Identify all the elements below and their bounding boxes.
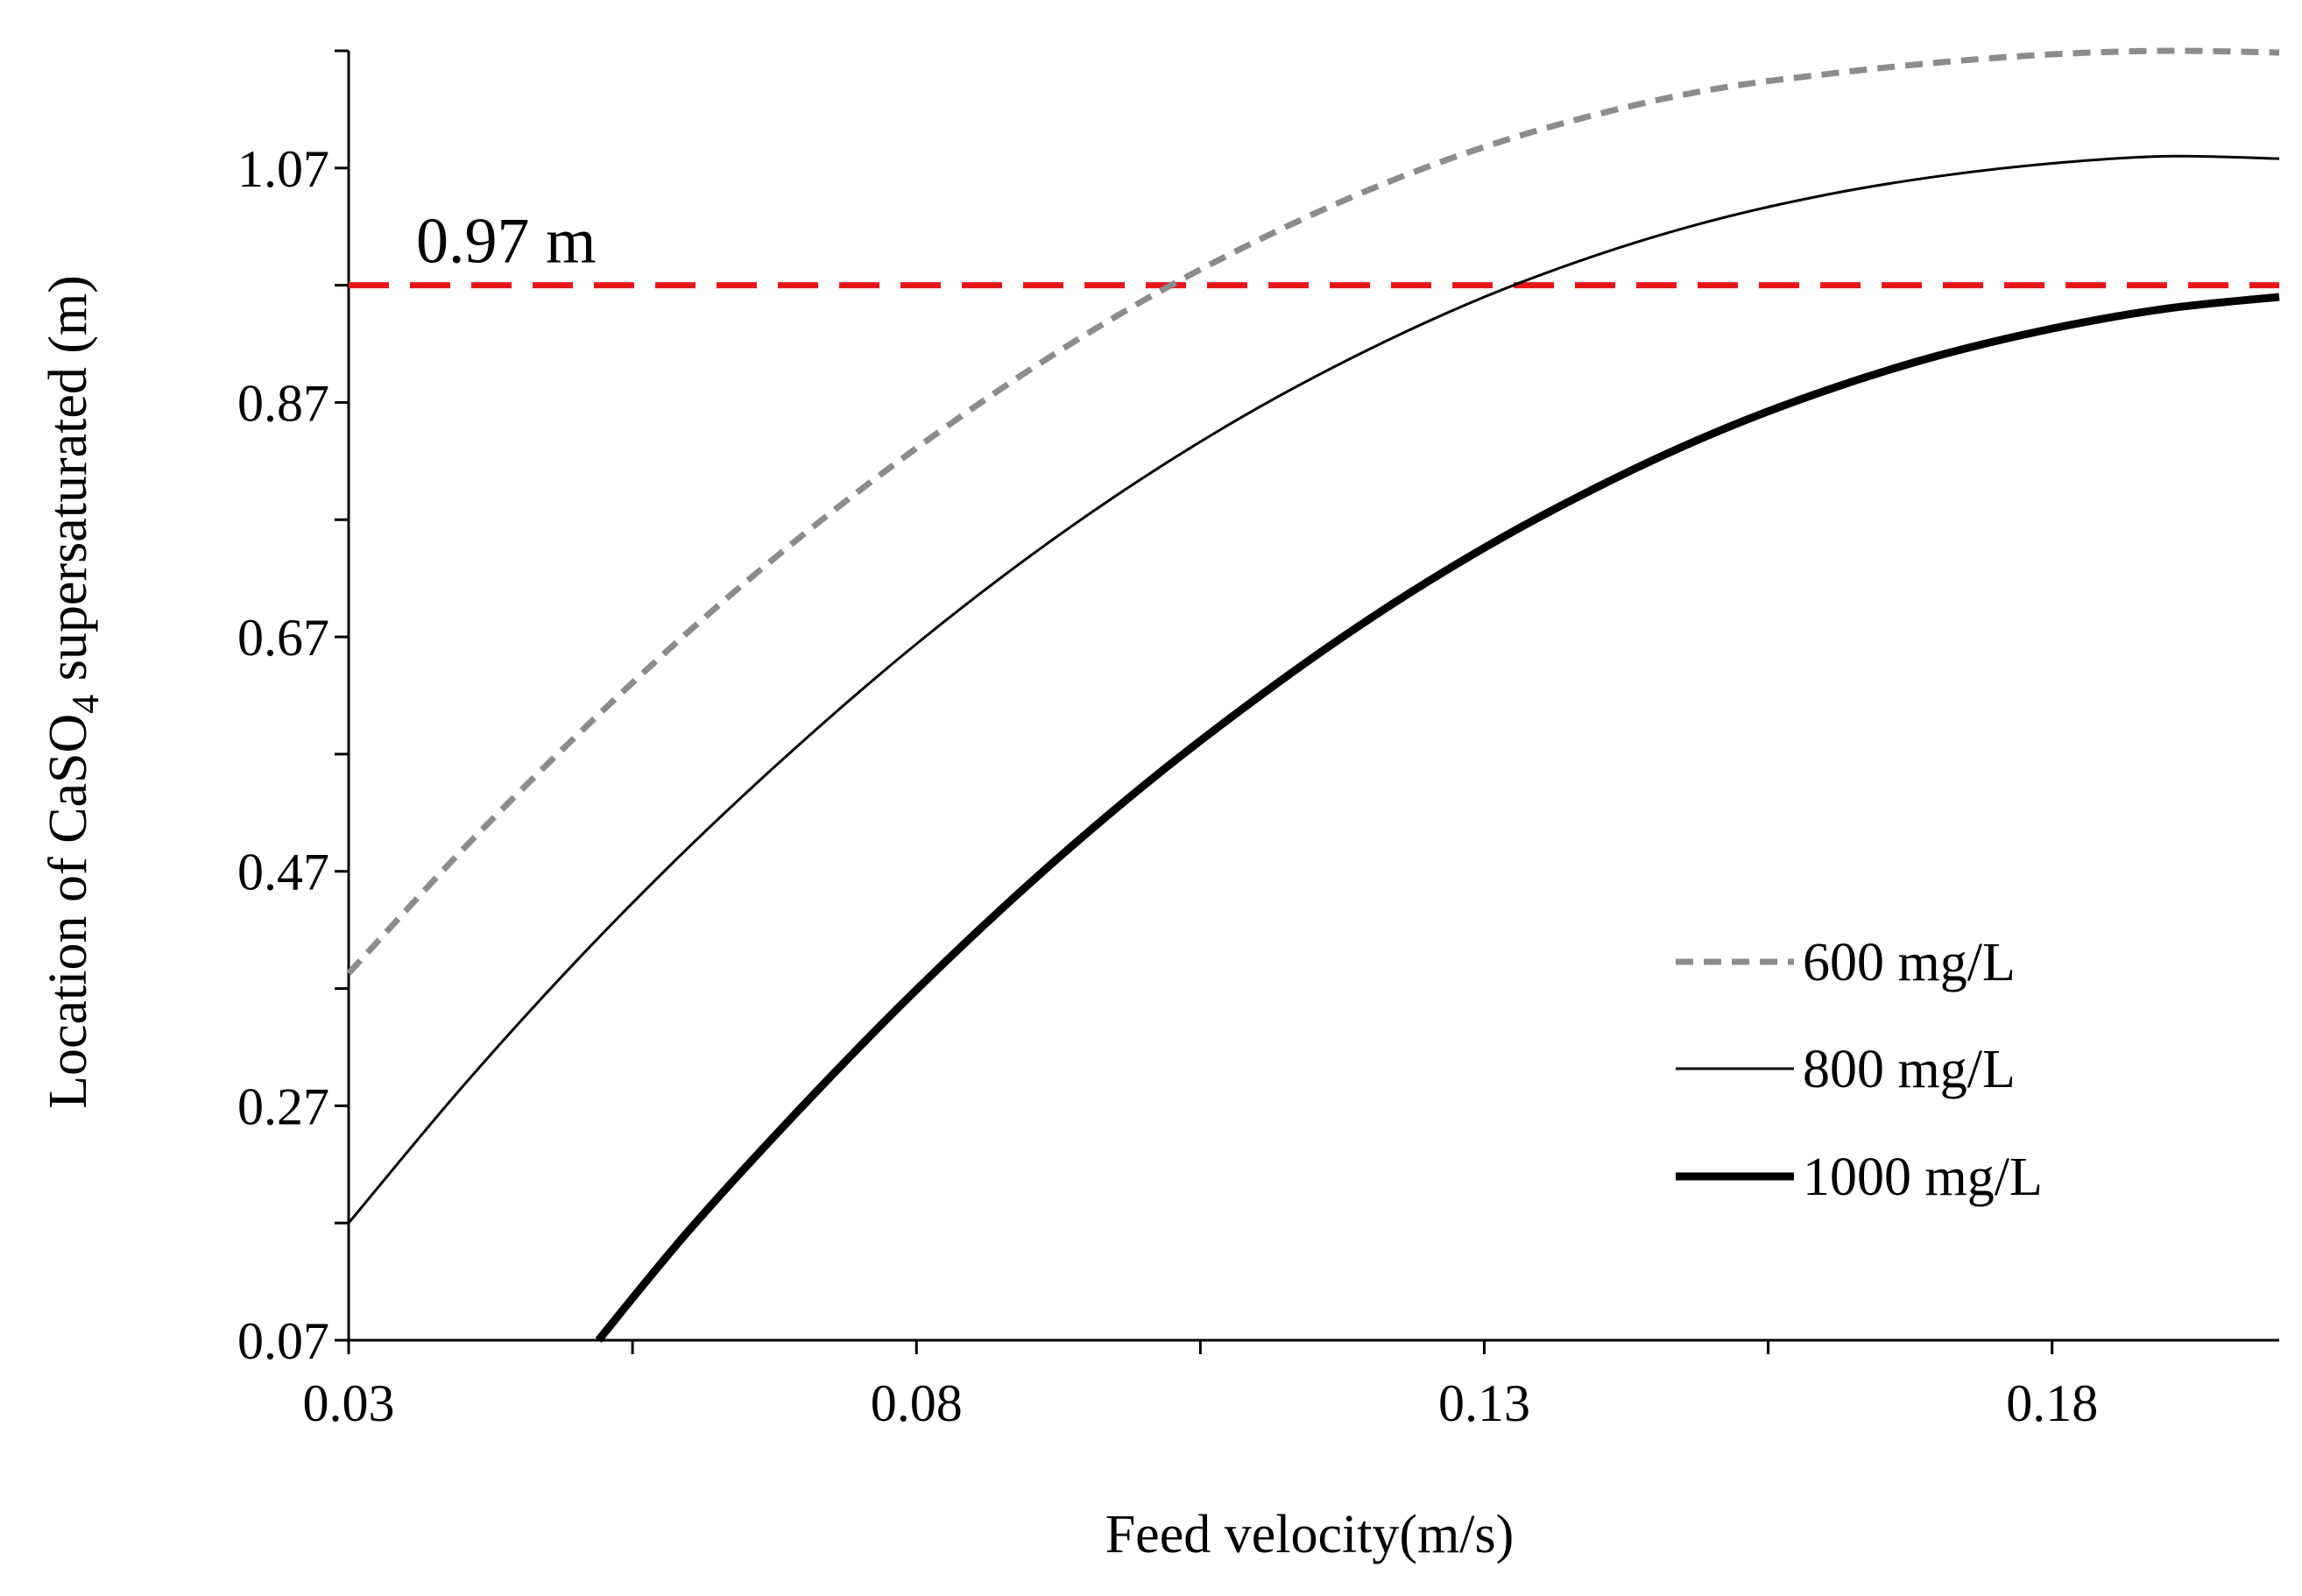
x-tick-label: 0.03 <box>303 1374 395 1432</box>
series-line-2 <box>347 154 2280 1225</box>
legend: 600 mg/L 800 mg/L 1000 mg/L <box>1676 933 2043 1207</box>
x-tick-label: 0.08 <box>871 1374 963 1432</box>
y-axis-title: Location of CaSO4 supersaturated (m) <box>39 275 107 1109</box>
y-tick-label: 0.07 <box>237 1312 329 1370</box>
legend-label-3: 1000 mg/L <box>1803 1148 2043 1207</box>
axes: 0.03 0.08 0.13 0.18 0.07 0.27 0.47 0.67 0.87 1.07 <box>237 49 2279 1432</box>
reference-line-group: 0.97 m <box>349 206 2279 289</box>
series-line-3 <box>595 293 2280 1343</box>
y-tick-label: 1.07 <box>237 140 329 198</box>
y-tick-label: 0.27 <box>237 1077 329 1135</box>
y-tick-label: 0.67 <box>237 609 329 667</box>
x-axis-title: Feed velocity(m/s) <box>1105 1505 1515 1564</box>
series-group <box>346 47 2280 1343</box>
y-tick-label: 0.87 <box>237 374 329 432</box>
reference-line-label: 0.97 m <box>416 206 597 278</box>
x-tick-label: 0.18 <box>2006 1374 2098 1432</box>
series-line-1 <box>346 47 2280 976</box>
legend-label-2: 800 mg/L <box>1803 1040 2016 1099</box>
y-axis-title-subscript: 4 <box>64 695 107 714</box>
legend-label-1: 600 mg/L <box>1803 933 2016 992</box>
y-tick-label: 0.47 <box>237 844 329 901</box>
x-tick-label: 0.13 <box>1438 1374 1530 1432</box>
